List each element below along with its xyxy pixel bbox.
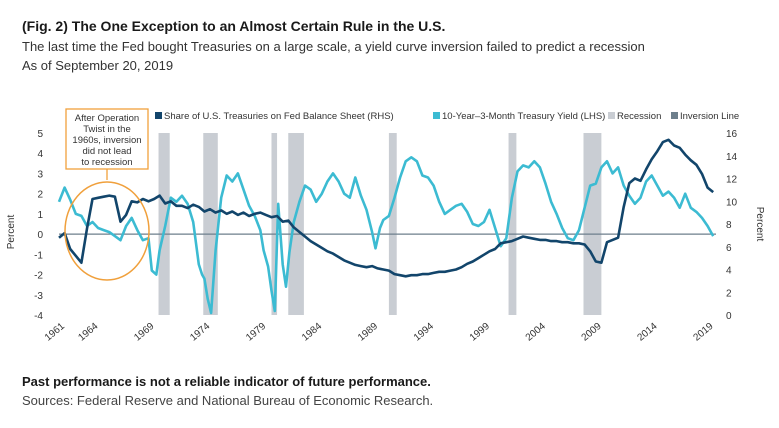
annotation-box — [65, 108, 149, 170]
recession-band — [158, 133, 170, 315]
annotation-circle — [64, 181, 150, 281]
left-tick-label: -1 — [34, 250, 43, 261]
legend-label: Share of U.S. Treasuries on Fed Balance … — [164, 111, 394, 122]
sources-text: Sources: Federal Reserve and National Bu… — [22, 393, 434, 408]
left-axis-label: Percent — [6, 215, 17, 250]
x-tick-label: 1989 — [356, 321, 380, 344]
chart-subtitle: The last time the Fed bought Treasuries … — [22, 39, 645, 54]
recession-band — [388, 133, 397, 315]
right-tick-label: 16 — [726, 129, 738, 140]
left-tick-label: 0 — [37, 230, 43, 241]
x-tick-label: 1964 — [76, 321, 100, 344]
recession-band — [271, 133, 278, 315]
legend-swatch — [608, 112, 615, 119]
x-tick-label: 1974 — [188, 321, 212, 344]
left-axis-ticks: 5 4 3 2 1 0 -1 -2 -3 -4 — [34, 129, 43, 322]
disclaimer-text: Past performance is not a reliable indic… — [22, 374, 431, 389]
yield-spread-line — [57, 156, 715, 315]
x-tick-label: 1979 — [244, 321, 268, 344]
right-tick-label: 6 — [726, 243, 732, 254]
x-tick-label: 2009 — [580, 321, 604, 344]
recession-band — [288, 133, 304, 315]
as-of-date: As of September 20, 2019 — [22, 58, 174, 73]
right-axis-ticks: 16 14 12 10 8 6 4 2 0 — [726, 129, 738, 322]
x-tick-label: 2019 — [691, 321, 715, 344]
legend: Share of U.S. Treasuries on Fed Balance … — [155, 111, 739, 122]
right-tick-label: 8 — [726, 220, 732, 231]
right-tick-label: 12 — [726, 175, 738, 186]
chart-area: Share of U.S. Treasuries on Fed Balance … — [6, 108, 765, 344]
legend-swatch — [433, 112, 440, 119]
x-tick-label: 2004 — [524, 321, 548, 344]
right-tick-label: 14 — [726, 152, 738, 163]
x-tick-label: 1969 — [132, 321, 156, 344]
recession-band — [583, 133, 602, 315]
annotation-text: After Operation — [75, 113, 139, 124]
left-tick-label: 2 — [37, 190, 43, 201]
legend-label: Recession — [617, 111, 661, 122]
left-tick-label: -4 — [34, 311, 43, 322]
x-tick-label: 1984 — [300, 321, 324, 344]
x-axis-ticks: 1961 1964 1969 1974 1979 1984 1989 1994 1999 2004… — [43, 321, 716, 344]
x-tick-label: 1994 — [412, 321, 436, 344]
right-tick-label: 10 — [726, 197, 738, 208]
legend-swatch — [671, 112, 678, 119]
left-tick-label: -3 — [34, 291, 43, 302]
right-tick-label: 2 — [726, 288, 732, 299]
x-tick-label: 2014 — [636, 321, 660, 344]
x-tick-label: 1999 — [468, 321, 492, 344]
legend-label: Inversion Line — [680, 111, 739, 122]
left-tick-label: 5 — [37, 129, 43, 140]
series-lines — [57, 138, 715, 315]
right-tick-label: 4 — [726, 266, 732, 277]
recession-band — [508, 133, 517, 315]
right-tick-label: 0 — [726, 311, 732, 322]
left-tick-label: 4 — [37, 149, 43, 160]
annotation-text: to recession — [81, 157, 132, 168]
legend-label: 10-Year–3-Month Treasury Yield (LHS) — [442, 111, 605, 122]
legend-swatch — [155, 112, 162, 119]
annotation-text: 1960s, inversion — [72, 135, 141, 146]
annotation-text: Twist in the — [83, 124, 131, 135]
right-axis-label: Percent — [754, 207, 765, 242]
x-tick-label: 1961 — [43, 321, 67, 344]
chart-title: (Fig. 2) The One Exception to an Almost … — [22, 18, 446, 34]
left-tick-label: 1 — [37, 210, 43, 221]
left-tick-label: -2 — [34, 271, 43, 282]
left-tick-label: 3 — [37, 169, 43, 180]
treasury-share-line — [58, 138, 715, 278]
annotation-text: did not lead — [82, 146, 131, 157]
